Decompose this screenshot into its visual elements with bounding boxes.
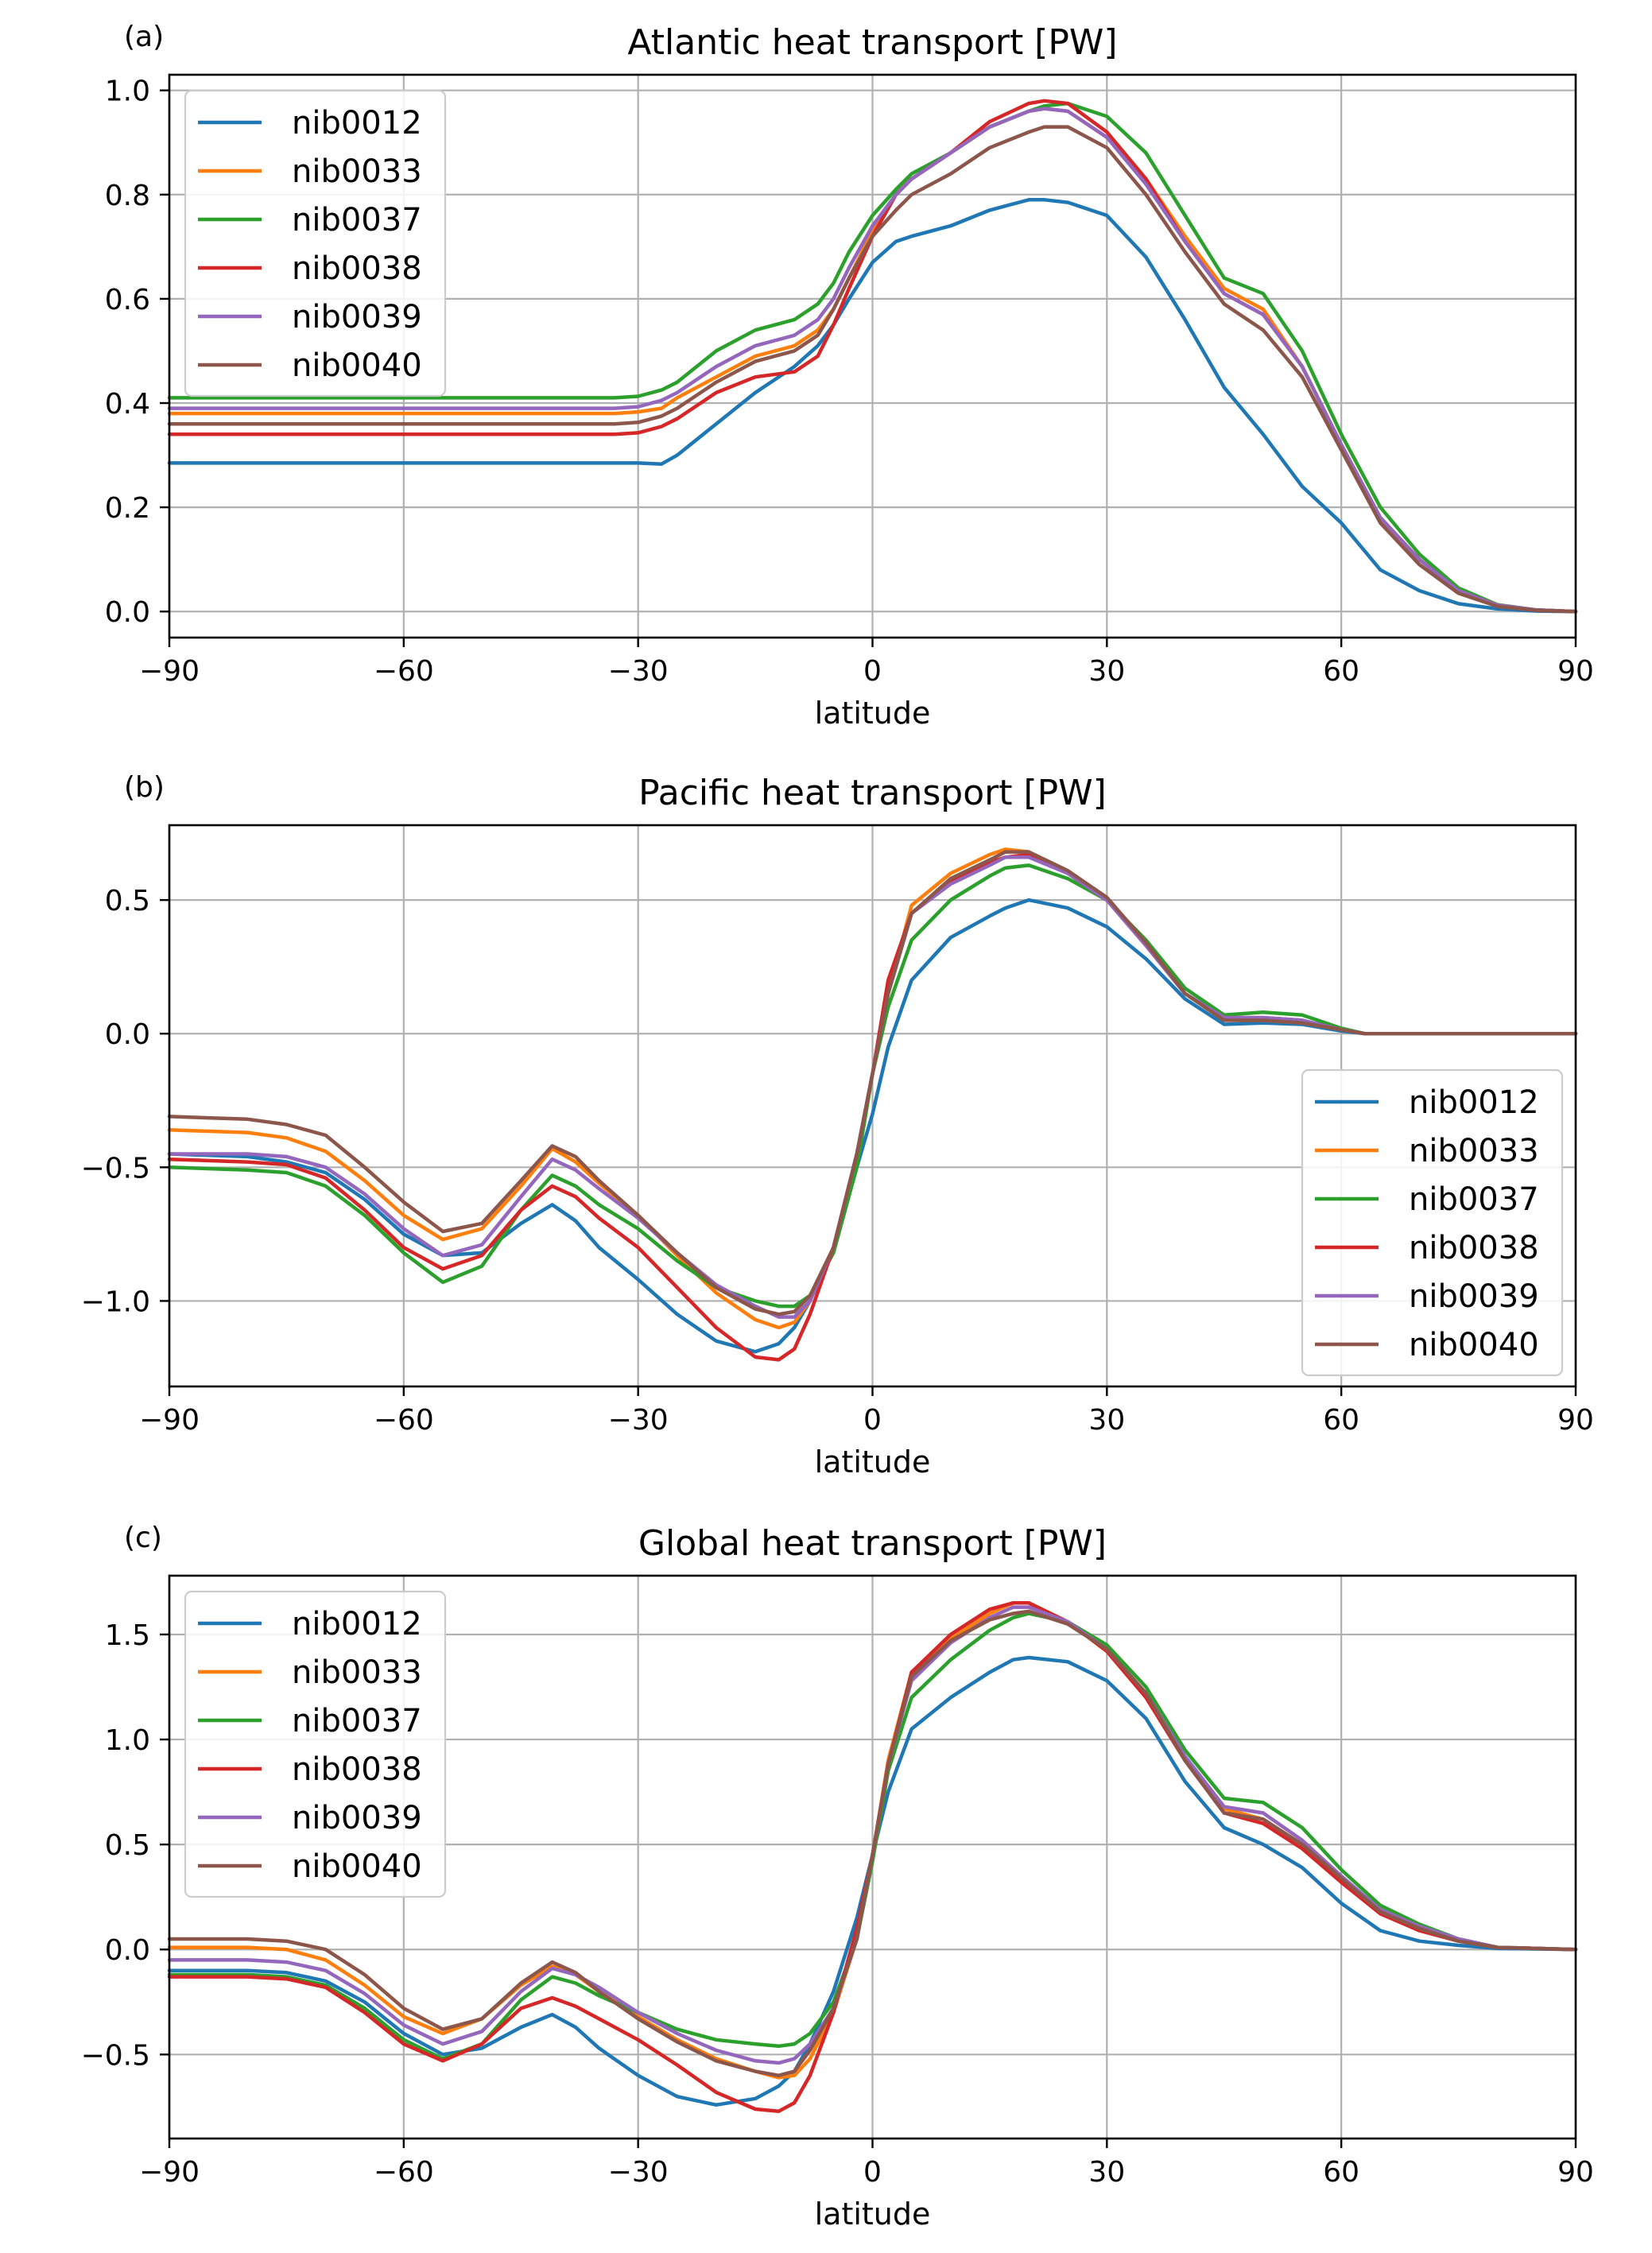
y-tick-label: 0.0 [105, 596, 150, 629]
legend-label: nib0040 [292, 1848, 422, 1885]
y-tick-label: 1.0 [105, 76, 150, 108]
series-line-nib0040 [167, 850, 1578, 1317]
legend-box [184, 1590, 447, 1898]
legend-label: nib0012 [292, 105, 422, 142]
legend-label: nib0037 [292, 1703, 422, 1739]
legend: nib0012 nib0033 nib0037 nib0038 nib0039 nib00… [1301, 1068, 1564, 1377]
series-line-nib0012 [167, 198, 1578, 614]
y-tick-label: −1.0 [81, 1285, 150, 1318]
x-axis-label: latitude [815, 1444, 931, 1479]
x-tick-label: 90 [1557, 655, 1594, 688]
legend: nib0012 nib0033 nib0037 nib0038 nib0039 nib00… [184, 89, 447, 397]
y-tick-label: 1.5 [105, 1619, 150, 1652]
chart-title: Global heat transport [PW] [638, 1523, 1107, 1564]
x-tick-label: 30 [1088, 655, 1125, 688]
x-tick-label: 0 [863, 2156, 882, 2189]
x-tick-label: −30 [608, 2156, 669, 2189]
legend-label: nib0039 [292, 299, 422, 335]
y-tick-label: −0.5 [81, 1152, 150, 1185]
legend-label: nib0037 [292, 202, 422, 238]
legend-label: nib0040 [292, 347, 422, 384]
legend-label: nib0038 [292, 1751, 422, 1788]
legend-label: nib0039 [292, 1800, 422, 1836]
chart-title: Pacific heat transport [PW] [638, 773, 1107, 813]
x-tick-label: 90 [1557, 2156, 1594, 2189]
legend-label: nib0038 [292, 250, 422, 287]
y-tick-label: 0.5 [105, 885, 150, 917]
legend-label: nib0033 [292, 153, 422, 190]
series-line-nib0039 [167, 107, 1578, 614]
panel-label: (c) [124, 1522, 162, 1554]
legend-label: nib0033 [1409, 1133, 1539, 1169]
x-tick-label: 30 [1088, 1404, 1125, 1437]
x-tick-label: 60 [1323, 655, 1359, 688]
y-tick-label: 0.0 [105, 1018, 150, 1051]
chart-title: Atlantic heat transport [PW] [627, 22, 1117, 63]
x-tick-label: −90 [139, 655, 200, 688]
x-tick-label: −60 [374, 2156, 434, 2189]
chart-panel-b: −90 −60 −30 0 30 60 90 −1.0 −0.5 0.0 0.5 Pacific he… [81, 771, 1594, 1479]
legend: nib0012 nib0033 nib0037 nib0038 nib0039 nib00… [184, 1590, 447, 1898]
legend-label: nib0040 [1409, 1327, 1539, 1363]
legend-box [1301, 1068, 1564, 1377]
x-tick-label: 60 [1323, 1404, 1359, 1437]
x-tick-label: −30 [608, 655, 669, 688]
legend-label: nib0012 [292, 1606, 422, 1642]
panel-label: (b) [124, 771, 165, 804]
x-tick-label: 30 [1088, 2156, 1125, 2189]
series-line-nib0040 [167, 125, 1578, 614]
x-tick-label: −90 [139, 1404, 200, 1437]
legend-label: nib0039 [1409, 1278, 1539, 1315]
x-tick-label: 0 [863, 1404, 882, 1437]
legend-label: nib0037 [1409, 1181, 1539, 1218]
y-tick-label: 0.5 [105, 1829, 150, 1862]
x-axis-label: latitude [815, 696, 931, 731]
y-tick-label: 0.8 [105, 180, 150, 212]
panel-label: (a) [124, 21, 164, 53]
legend-label: nib0012 [1409, 1084, 1539, 1121]
x-tick-label: −60 [374, 655, 434, 688]
x-tick-label: 0 [863, 655, 882, 688]
y-tick-label: 0.0 [105, 1934, 150, 1967]
y-tick-label: −0.5 [81, 2039, 150, 2072]
x-axis-label: latitude [815, 2197, 931, 2232]
y-tick-label: 0.4 [105, 388, 150, 421]
series-line-nib0040 [167, 1609, 1578, 2077]
chart-panel-c: −90 −60 −30 0 30 60 90 −0.5 0.0 0.5 1.0 1.5 Global h… [81, 1522, 1594, 2232]
x-tick-label: −60 [374, 1404, 434, 1437]
series-line-nib0038 [167, 1601, 1578, 2113]
x-tick-label: 90 [1557, 1404, 1594, 1437]
x-tick-label: −90 [139, 2156, 200, 2189]
x-tick-label: 60 [1323, 2156, 1359, 2189]
legend-label: nib0038 [1409, 1230, 1539, 1266]
series-line-nib0037 [167, 863, 1578, 1309]
legend-label: nib0033 [292, 1654, 422, 1691]
y-tick-label: 0.6 [105, 284, 150, 316]
chart-panel-a: −90 −60 −30 0 30 60 90 0.0 0.2 0.4 0.6 0.8 1.0 Atlant… [105, 21, 1594, 731]
y-tick-label: 0.2 [105, 492, 150, 525]
x-tick-label: −30 [608, 1404, 669, 1437]
legend-box [184, 89, 447, 397]
y-tick-label: 1.0 [105, 1724, 150, 1757]
